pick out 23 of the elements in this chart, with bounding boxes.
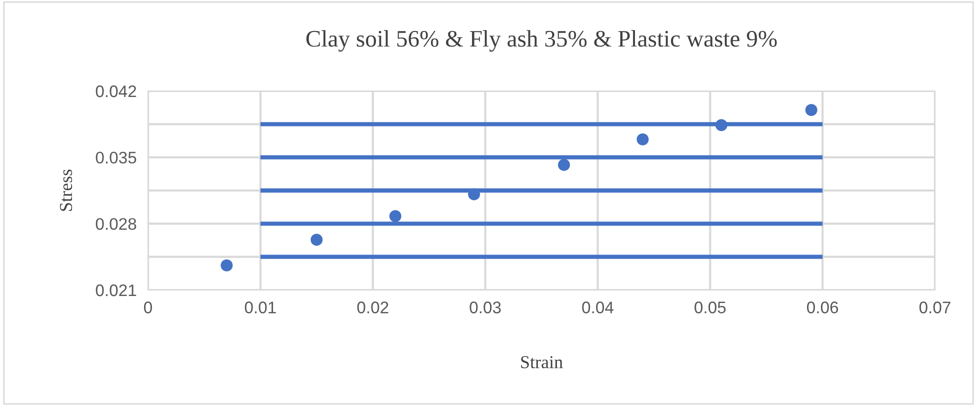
y-axis-title: Stress [60,170,72,211]
point [805,104,818,116]
x-tick-label: 0.04 [582,302,614,314]
point [220,259,233,272]
y-tick-label: 0.028 [96,218,136,230]
point [389,210,402,222]
point [636,133,649,146]
point [310,234,323,246]
x-tick-label: 0.03 [470,302,501,314]
x-tick-label: 0.06 [807,302,838,314]
x-tick-label: 0.07 [919,302,950,314]
point [468,188,480,200]
x-tick-label: 0 [144,302,152,314]
point [715,119,728,132]
y-tick-label: 0.021 [96,284,136,296]
y-tick-label: 0.042 [96,85,136,98]
x-tick-label: 0.05 [694,302,726,314]
chart-title: Clay soil 56% & Fly ash 35% & Plastic waste 9% [306,30,777,52]
x-tick-label: 0.02 [357,302,388,314]
point [558,158,570,171]
y-tick-label: 0.035 [96,152,136,164]
x-tick-label: 0.01 [244,302,276,314]
x-axis-title: Strain [521,356,563,368]
